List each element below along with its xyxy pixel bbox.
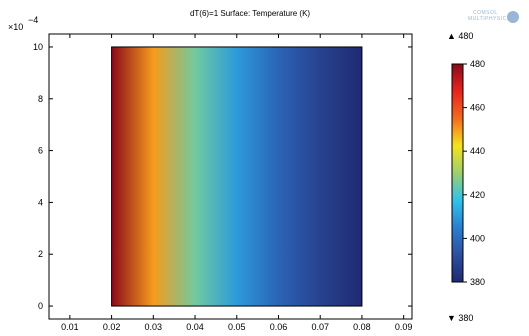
colorbar-tick-label: 460 xyxy=(470,103,485,113)
colorbar-tick-label: 400 xyxy=(470,233,485,243)
colorbar-ticks: 480 460 440 420 400 380 xyxy=(463,59,485,287)
logo-line2: MULTIPHYSICS xyxy=(468,16,511,22)
colorbar-tick-label: 380 xyxy=(470,277,485,287)
logo-line1: COMSOL xyxy=(473,10,498,16)
y-tick-label: 8 xyxy=(38,94,43,104)
x-tick-label: 0.07 xyxy=(311,322,329,332)
temperature-surface xyxy=(111,46,363,307)
chart-title: dT(6)=1 Surface: Temperature (K) xyxy=(190,9,310,18)
x-tick-label: 0.06 xyxy=(270,322,288,332)
y-tick-label: 4 xyxy=(38,197,43,207)
x-tick-label: 0.08 xyxy=(353,322,371,332)
x-axis: 0.01 0.02 0.03 0.04 0.05 0.06 0.07 0.08 0.09 xyxy=(61,34,412,332)
y-exponent-base: ×10 xyxy=(8,22,23,32)
plot-frame xyxy=(48,33,413,320)
y-exponent: ×10 −4 xyxy=(8,15,38,32)
colorbar-max-label: ▲ 480 xyxy=(447,31,473,41)
y-axis: 0 2 4 6 8 10 xyxy=(33,42,412,311)
colorbar-min-label: ▼ 380 xyxy=(447,313,473,323)
colorbar: ▲ 480 480 460 440 420 400 380 ▼ 380 xyxy=(447,31,485,323)
y-tick-label: 2 xyxy=(38,249,43,259)
y-tick-label: 10 xyxy=(33,42,43,52)
x-tick-label: 0.04 xyxy=(186,322,204,332)
logo: COMSOL MULTIPHYSICS xyxy=(468,10,519,23)
logo-mark-icon xyxy=(507,11,519,23)
x-tick-label: 0.02 xyxy=(103,322,121,332)
colorbar-tick-label: 420 xyxy=(470,190,485,200)
y-tick-label: 0 xyxy=(38,301,43,311)
colorbar-tick-label: 440 xyxy=(470,146,485,156)
x-tick-label: 0.01 xyxy=(61,322,79,332)
colorbar-tick-label: 480 xyxy=(470,59,485,69)
y-tick-label: 6 xyxy=(38,146,43,156)
x-tick-label: 0.03 xyxy=(145,322,163,332)
x-tick-label: 0.09 xyxy=(395,322,413,332)
colorbar-gradient xyxy=(451,63,464,283)
y-exponent-power: −4 xyxy=(28,15,38,25)
x-tick-label: 0.05 xyxy=(228,322,246,332)
